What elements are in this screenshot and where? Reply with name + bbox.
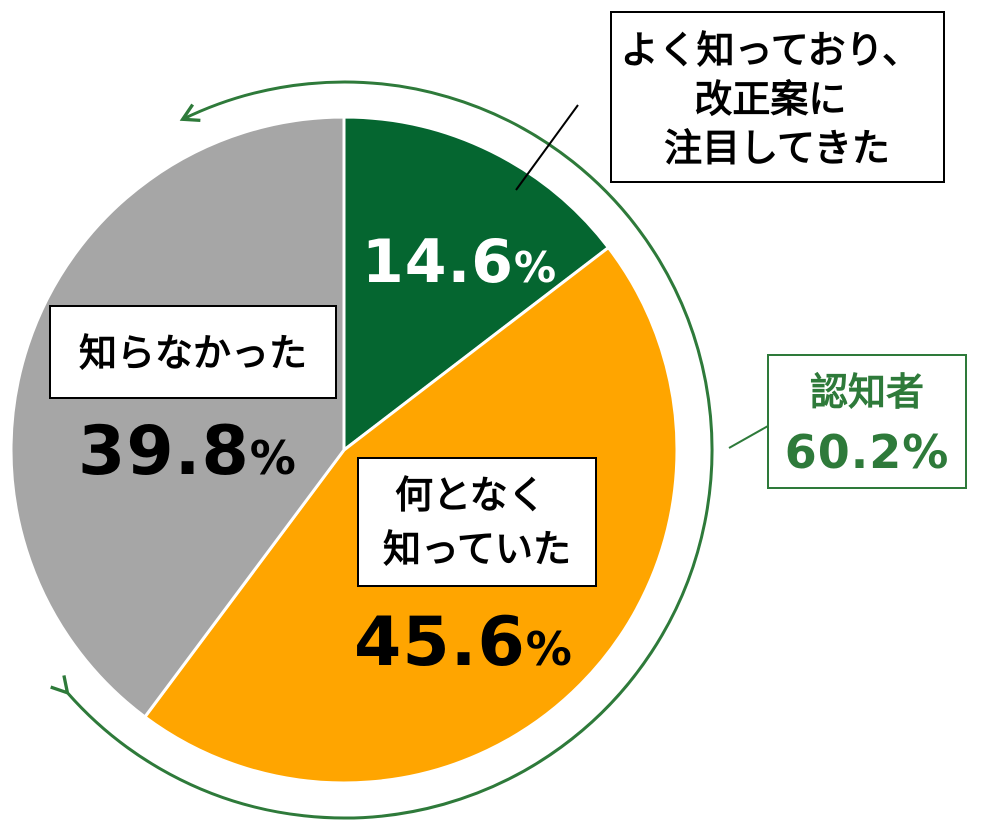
callout-line-summary [728, 425, 769, 449]
svg-text:認知者: 認知者 [810, 370, 924, 414]
summary-value-label: 60.2% [785, 425, 950, 479]
slice-2-label-line: 知らなかった [79, 331, 307, 375]
slice-1-label-line: 何となく [395, 473, 546, 517]
slice-0-label-line: 注目してきた [664, 126, 890, 170]
label-box-slice-1 [357, 457, 597, 587]
pie-slice-0 [342, 115, 610, 452]
slice-0-value-label: 14.6% [362, 227, 557, 297]
label-box-slice-0 [610, 11, 945, 183]
label-box-summary [767, 354, 967, 489]
svg-text:何となく 知っていた: 何となく 知っていた [383, 473, 571, 571]
summary-label: 認知者 [810, 370, 924, 414]
slice-2-value-label: 39.8% [78, 412, 297, 491]
label-box-slice-2 [49, 305, 337, 399]
awareness-arc [50, 80, 714, 820]
svg-text:知らなかった: 知らなかった [79, 331, 307, 375]
slice-0-label-line: よく知っており、 [621, 28, 920, 72]
slice-0-label-line: 改正案に [694, 77, 846, 121]
svg-text:よく知っており、 改正案に 注目してきた: よく知っており、 改正案に 注目してきた [621, 28, 934, 170]
callout-line-slice-0 [515, 104, 579, 191]
slice-1-label-line: 知っていた [383, 527, 571, 571]
slice-1-value-label: 45.6% [354, 603, 573, 682]
